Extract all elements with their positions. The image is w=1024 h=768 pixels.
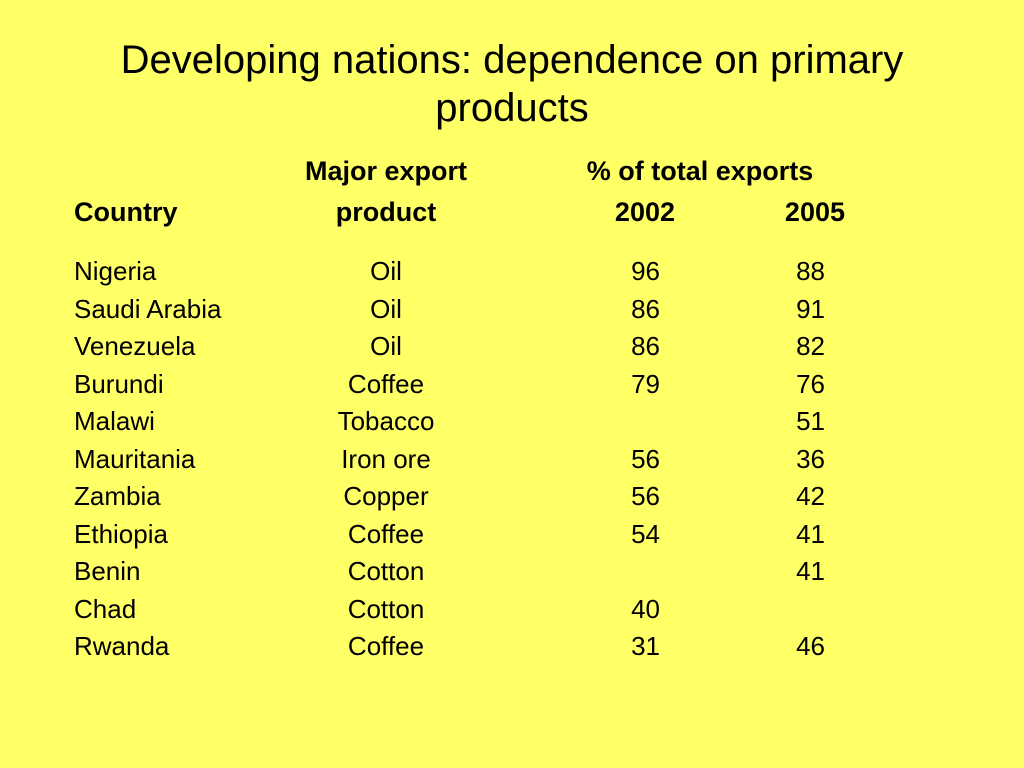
- header-country: Country: [74, 197, 178, 227]
- cell-2005: 42: [796, 481, 825, 511]
- cell-2002: 96: [631, 256, 660, 286]
- cell-2005: 88: [796, 256, 825, 286]
- cell-country: Burundi: [74, 368, 164, 399]
- slide-title: Developing nations: dependence on primar…: [40, 36, 984, 132]
- header-pct-total-exports: % of total exports: [586, 156, 814, 186]
- cell-product: Coffee: [347, 518, 425, 549]
- header-major-export-line-1: Major export: [304, 156, 468, 186]
- table-row: Burundi Coffee 79 76: [0, 366, 1024, 404]
- cell-country: Mauritania: [74, 443, 196, 474]
- cell-country: Malawi: [74, 406, 155, 436]
- slide-title-line-2: products: [435, 86, 589, 130]
- cell-country: Nigeria: [74, 256, 157, 286]
- cell-2002: 40: [631, 593, 660, 624]
- cell-2002: 31: [631, 631, 660, 661]
- cell-country: Rwanda: [74, 631, 170, 661]
- cell-2005: 76: [796, 368, 825, 399]
- cell-2002: 79: [631, 368, 660, 399]
- cell-product: Iron ore: [341, 443, 431, 474]
- table-row: Chad Cotton 40: [0, 591, 1024, 629]
- cell-country: Chad: [74, 593, 137, 624]
- cell-2002: 86: [631, 331, 660, 361]
- cell-2002: 86: [631, 293, 660, 324]
- table-body: Nigeria Oil 96 88 Saudi Arabia Oil 86 91 Venezue…: [0, 253, 1024, 666]
- cell-product: Copper: [343, 481, 429, 511]
- table-row: Saudi Arabia Oil 86 91: [0, 291, 1024, 329]
- cell-2002: 56: [631, 481, 660, 511]
- cell-product: Tobacco: [337, 406, 435, 436]
- table-row: Venezuela Oil 86 82: [0, 328, 1024, 366]
- cell-2005: 41: [796, 518, 825, 549]
- cell-2005: 91: [796, 293, 825, 324]
- header-year-2005: 2005: [784, 197, 845, 227]
- cell-product: Coffee: [347, 368, 425, 399]
- cell-2005: 41: [796, 556, 825, 586]
- header-year-2002: 2002: [614, 197, 675, 227]
- cell-2005: 82: [796, 331, 825, 361]
- cell-product: Oil: [370, 293, 402, 324]
- cell-country: Venezuela: [74, 331, 196, 361]
- cell-country: Zambia: [74, 481, 161, 511]
- cell-product: Coffee: [347, 631, 425, 661]
- slide-title-line-1: Developing nations: dependence on primar…: [120, 38, 904, 82]
- cell-product: Oil: [370, 256, 402, 286]
- cell-country: Saudi Arabia: [74, 293, 222, 324]
- table-row: Nigeria Oil 96 88: [0, 253, 1024, 291]
- cell-2005: 51: [796, 406, 825, 436]
- table-row: Malawi Tobacco 51: [0, 403, 1024, 441]
- table-row: Zambia Copper 56 42: [0, 478, 1024, 516]
- table-row: Ethiopia Coffee 54 41: [0, 516, 1024, 554]
- cell-2005: 46: [796, 631, 825, 661]
- cell-2002: 56: [631, 443, 660, 474]
- cell-product: Cotton: [347, 593, 425, 624]
- cell-country: Benin: [74, 556, 141, 586]
- table-row: Rwanda Coffee 31 46: [0, 628, 1024, 666]
- cell-product: Cotton: [347, 556, 425, 586]
- cell-product: Oil: [370, 331, 402, 361]
- table-row: Benin Cotton 41: [0, 553, 1024, 591]
- header-major-export-line-2: product: [335, 197, 437, 227]
- cell-country: Ethiopia: [74, 518, 168, 549]
- table-row: Mauritania Iron ore 56 36: [0, 441, 1024, 479]
- cell-2002: 54: [631, 518, 660, 549]
- cell-2005: 36: [796, 443, 825, 474]
